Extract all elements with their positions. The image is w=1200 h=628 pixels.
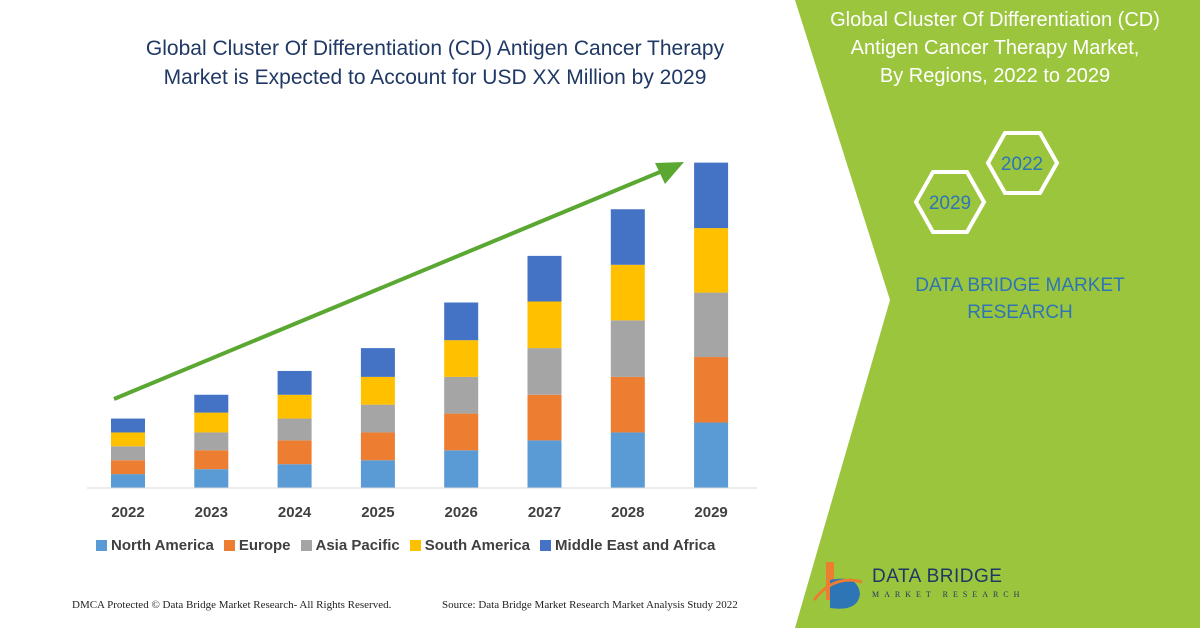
x-tick-label-2024: 2024: [278, 504, 312, 521]
bar-south-america-2022: [111, 432, 145, 447]
bar-asia-pacific-2026: [444, 376, 479, 414]
legend-item-north-america: North America: [96, 537, 214, 554]
hex-year-2022: 2022: [1001, 154, 1043, 175]
chart-title: Global Cluster Of Differentiation (CD) A…: [110, 34, 760, 92]
bar-south-america-2028: [610, 264, 645, 321]
bar-north-america-2029: [694, 422, 729, 488]
chart-title-line-1: Global Cluster Of Differentiation (CD) A…: [145, 37, 725, 60]
bar-europe-2027: [527, 394, 562, 441]
legend-item-europe: Europe: [223, 537, 291, 554]
bar-europe-2029: [694, 357, 729, 423]
bar-middle-east-africa-2028: [610, 209, 645, 265]
bar-asia-pacific-2027: [527, 348, 562, 395]
bar-south-america-2029: [694, 228, 729, 293]
bar-south-america-2027: [527, 301, 562, 349]
legend-label-middle-east-africa: Middle East and Africa: [555, 537, 716, 554]
bar-asia-pacific-2022: [111, 446, 145, 461]
legend-label-europe: Europe: [238, 537, 291, 554]
hexagon-2022: [985, 131, 1060, 195]
bar-group: [111, 162, 729, 488]
company-name-line-1: DATA BRIDGE MARKET: [915, 275, 1125, 296]
data-bridge-logo-mark: [812, 562, 863, 609]
x-tick-label-2022: 2022: [111, 504, 144, 521]
side-panel-title: Global Cluster Of Differentiation (CD) A…: [795, 6, 1195, 90]
bar-europe-2023: [194, 450, 229, 470]
footer-source: Source: Data Bridge Market Research Mark…: [442, 599, 738, 611]
bar-middle-east-africa-2022: [111, 418, 145, 433]
bar-middle-east-africa-2023: [194, 394, 229, 413]
bar-asia-pacific-2028: [610, 320, 645, 377]
trend-arrow-head: [655, 162, 684, 184]
bar-south-america-2023: [194, 412, 229, 433]
logo-name: DATA BRIDGE: [872, 566, 1003, 587]
legend-label-asia-pacific: Asia Pacific: [315, 537, 400, 554]
chart-legend: North America Europe Asia Pacific South …: [96, 537, 725, 554]
bar-south-america-2026: [444, 340, 479, 377]
bar-middle-east-africa-2026: [444, 302, 479, 341]
legend-item-middle-east-africa: Middle East and Africa: [540, 537, 715, 554]
legend-swatch-middle-east-africa: [540, 540, 552, 551]
bar-north-america-2027: [527, 440, 562, 488]
footer-copyright: DMCA Protected © Data Bridge Market Rese…: [72, 599, 392, 611]
company-name: DATA BRIDGE MARKET RESEARCH: [900, 272, 1140, 326]
bar-europe-2022: [111, 460, 145, 475]
company-name-line-2: RESEARCH: [967, 302, 1073, 323]
bar-north-america-2024: [277, 464, 312, 488]
bar-north-america-2025: [360, 460, 395, 488]
bar-europe-2028: [610, 376, 645, 433]
bar-europe-2024: [277, 440, 312, 465]
legend-item-asia-pacific: Asia Pacific: [300, 537, 400, 554]
legend-item-south-america: South America: [409, 537, 531, 554]
x-tick-label-2028: 2028: [611, 504, 644, 521]
legend-swatch-north-america: [96, 540, 107, 551]
bar-asia-pacific-2024: [277, 418, 312, 441]
bar-north-america-2022: [111, 474, 145, 488]
x-tick-label-2026: 2026: [445, 504, 478, 521]
side-title-line-3: By Regions, 2022 to 2029: [879, 65, 1111, 87]
legend-swatch-south-america: [409, 540, 421, 551]
x-tick-label-2029: 2029: [694, 504, 727, 521]
bar-asia-pacific-2025: [360, 404, 395, 433]
bar-asia-pacific-2029: [694, 292, 729, 358]
legend-label-south-america: South America: [424, 537, 531, 554]
bar-middle-east-africa-2024: [277, 370, 312, 395]
hexagon-2029: [913, 170, 987, 234]
trend-arrow-line: [113, 170, 661, 401]
bar-north-america-2023: [194, 469, 229, 488]
hex-year-2029: 2029: [929, 193, 971, 214]
chart-title-line-2: Market is Expected to Account for USD XX…: [163, 66, 707, 89]
bar-south-america-2024: [277, 394, 312, 419]
bar-north-america-2026: [444, 450, 479, 488]
x-tick-label-2023: 2023: [195, 504, 228, 521]
bar-middle-east-africa-2027: [527, 255, 562, 302]
bar-europe-2026: [444, 413, 479, 451]
legend-swatch-europe: [223, 540, 235, 551]
bar-north-america-2028: [610, 432, 645, 488]
legend-label-north-america: North America: [111, 537, 214, 554]
bar-europe-2025: [360, 432, 395, 461]
x-tick-label-2027: 2027: [528, 504, 561, 521]
side-title-line-2: Antigen Cancer Therapy Market,: [850, 37, 1140, 59]
logo-tagline: MARKET RESEARCH: [872, 590, 1025, 599]
x-tick-labels: 2022 2023 2024 2025 2026 2027 2028 2029: [111, 504, 727, 521]
side-panel-background: [795, 0, 1200, 628]
side-title-line-1: Global Cluster Of Differentiation (CD): [830, 9, 1160, 31]
bar-south-america-2025: [360, 376, 395, 405]
bar-middle-east-africa-2029: [694, 162, 729, 229]
legend-swatch-asia-pacific: [300, 540, 312, 551]
bar-asia-pacific-2023: [194, 432, 229, 451]
x-tick-label-2025: 2025: [361, 504, 394, 521]
bar-middle-east-africa-2025: [360, 348, 395, 377]
